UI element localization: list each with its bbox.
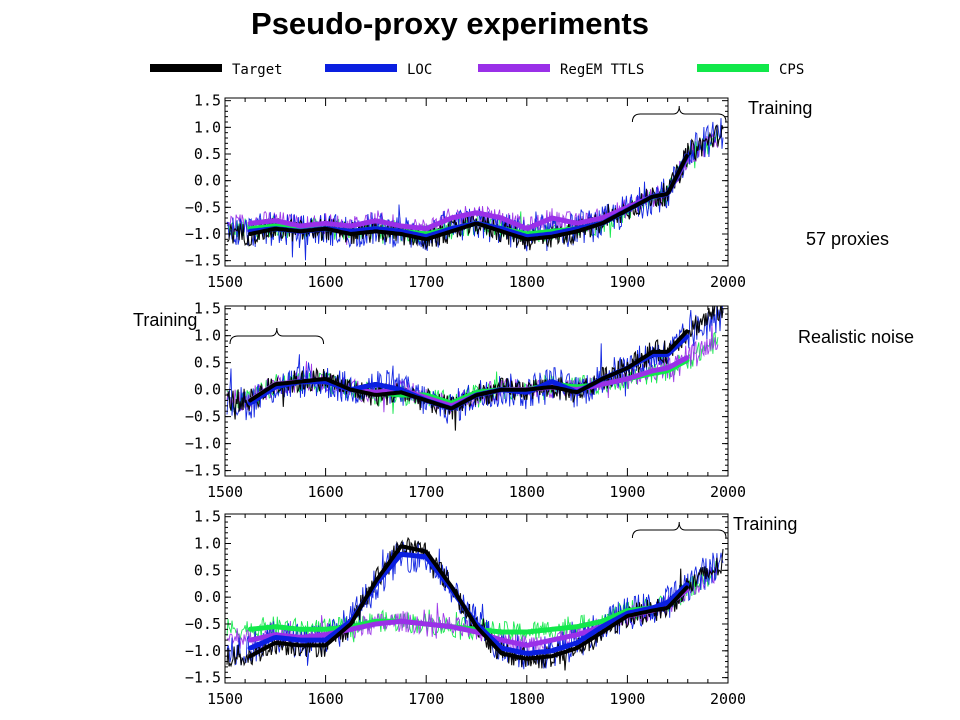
- training-label-bottom: Training: [733, 514, 798, 534]
- y-tick-label: 0.5: [194, 145, 221, 163]
- y-tick-label: −0.5: [185, 198, 221, 216]
- x-tick-label: 1800: [509, 273, 545, 291]
- noisy-trace-target: [226, 536, 724, 671]
- legend-label-loc: LOC: [407, 62, 432, 78]
- y-tick-label: −1.0: [185, 225, 221, 243]
- y-tick-label: 1.5: [194, 300, 221, 318]
- chart-title: Pseudo-proxy experiments: [251, 6, 649, 41]
- panel-plot-area: [226, 118, 724, 261]
- x-tick-label: 1800: [509, 690, 545, 708]
- x-tick-label: 1600: [308, 690, 344, 708]
- y-tick-label: 1.0: [194, 327, 221, 345]
- x-tick-label: 1900: [609, 273, 645, 291]
- noise-label: Realistic noise: [798, 327, 915, 347]
- legend-swatch-target: [150, 64, 222, 72]
- y-tick-label: 1.0: [194, 118, 221, 136]
- chart-panels: 1.5 1.0 0.5 0.0 −0.5 −1.0 −1.5 1500 1600 1700 1800…: [185, 92, 746, 708]
- y-tick-label: 0.5: [194, 561, 221, 579]
- panel-frame: [224, 305, 729, 477]
- legend: Target LOC RegEM TTLS CPS: [150, 62, 804, 78]
- y-tick-label: −0.5: [185, 615, 221, 633]
- x-tick-label: 1800: [509, 483, 545, 501]
- legend-label-target: Target: [232, 62, 283, 78]
- x-tick-label: 1600: [308, 273, 344, 291]
- y-tick-label: −1.0: [185, 435, 221, 453]
- legend-label-cps: CPS: [779, 62, 804, 78]
- x-tick-label: 1500: [207, 273, 243, 291]
- x-tick-label: 2000: [710, 690, 746, 708]
- series-line-target: [248, 329, 689, 411]
- panel-plot-area: [226, 536, 724, 671]
- x-tick-label: 1500: [207, 483, 243, 501]
- x-tick-label: 2000: [710, 273, 746, 291]
- y-tick-label: 0.5: [194, 354, 221, 372]
- y-tick-label: −1.5: [185, 252, 221, 270]
- legend-label-regem-ttls: RegEM TTLS: [560, 62, 644, 78]
- series-line-target: [248, 154, 689, 242]
- x-tick-label: 1700: [408, 273, 444, 291]
- panel-frame: [224, 97, 729, 267]
- x-tick-label: 1600: [308, 483, 344, 501]
- x-tick-label: 1700: [408, 483, 444, 501]
- y-tick-label: −1.5: [185, 462, 221, 480]
- panel-middle: 1.5 1.0 0.5 0.0 −0.5 −1.0 −1.5 1500 1600 1700 1800…: [185, 300, 746, 501]
- training-bracket: [229, 327, 325, 345]
- x-tick-label: 1900: [609, 690, 645, 708]
- y-tick-label: 0.0: [194, 172, 221, 190]
- panel-frame: [224, 513, 729, 684]
- series-line-regem-ttls: [247, 156, 690, 232]
- y-tick-label: 0.0: [194, 588, 221, 606]
- x-tick-label: 1500: [207, 690, 243, 708]
- y-tick-label: 1.5: [194, 508, 221, 526]
- training-label-top: Training: [748, 98, 813, 118]
- training-bracket: [631, 521, 727, 539]
- y-tick-label: 1.0: [194, 535, 221, 553]
- y-tick-label: −1.5: [185, 669, 221, 687]
- noisy-trace-target: [226, 306, 724, 431]
- panel-top: 1.5 1.0 0.5 0.0 −0.5 −1.0 −1.5 1500 1600 1700 1800…: [185, 92, 746, 291]
- y-tick-label: 0.0: [194, 381, 221, 399]
- y-tick-label: −0.5: [185, 408, 221, 426]
- legend-swatch-cps: [697, 64, 769, 72]
- legend-swatch-regem-ttls: [478, 64, 550, 72]
- x-tick-label: 1700: [408, 690, 444, 708]
- training-bracket: [631, 105, 727, 123]
- panel-bottom: 1.5 1.0 0.5 0.0 −0.5 −1.0 −1.5 1500 1600 1700 1800…: [185, 508, 746, 708]
- legend-swatch-loc: [325, 64, 397, 72]
- y-tick-label: −1.0: [185, 642, 221, 660]
- series-line-target: [248, 544, 689, 661]
- noisy-trace-loc: [226, 118, 724, 261]
- proxies-label: 57 proxies: [806, 229, 890, 249]
- y-tick-label: 1.5: [194, 92, 221, 110]
- panel-plot-area: [226, 306, 724, 431]
- noisy-trace-loc: [226, 540, 724, 670]
- training-label-middle: Training: [133, 310, 198, 330]
- x-tick-label: 1900: [609, 483, 645, 501]
- x-tick-label: 2000: [710, 483, 746, 501]
